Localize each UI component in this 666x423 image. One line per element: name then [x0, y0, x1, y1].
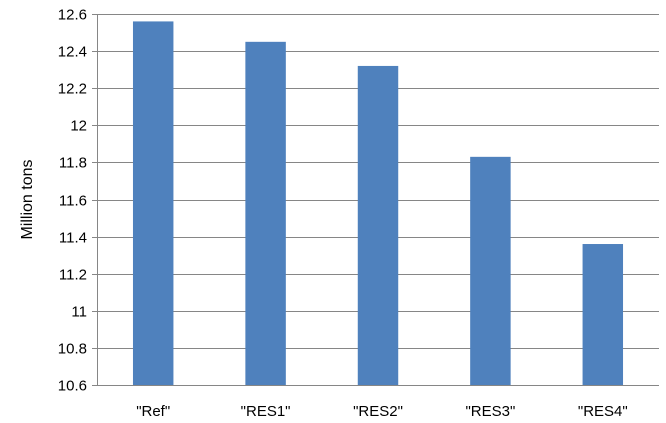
- x-tick-labels: "Ref" "RES1" "RES2" "RES3" "RES4": [136, 403, 628, 420]
- bar-3: [470, 156, 511, 385]
- y-tick-label: 11.2: [59, 267, 87, 284]
- bar-1: [245, 41, 286, 385]
- y-tick-label: 11.4: [59, 230, 87, 247]
- axes: [92, 14, 659, 386]
- y-tick-label: 12: [70, 118, 87, 135]
- y-tick-label: 10.6: [58, 378, 87, 395]
- x-tick-label: "Ref": [136, 403, 170, 420]
- y-tick-labels: 10.6 10.8 11 11.2 11.4 11.6 11.8 12 12.2 12.4 12.6: [58, 7, 87, 395]
- bars: [132, 21, 624, 385]
- y-tick-label: 11: [71, 304, 87, 321]
- y-tick-label: 12.2: [58, 81, 87, 98]
- y-axis-title: Million tons: [19, 159, 36, 239]
- y-tick-label: 10.8: [58, 341, 87, 358]
- bar-2: [357, 65, 399, 385]
- y-tick-label: 11.8: [59, 155, 87, 172]
- x-tick-label: "RES3": [465, 403, 515, 420]
- bar-4: [582, 244, 624, 385]
- bar-0: [132, 21, 174, 385]
- x-tick-label: "RES1": [241, 403, 291, 420]
- x-tick-label: "RES4": [578, 403, 628, 420]
- y-tick-label: 12.6: [58, 7, 87, 24]
- y-tick-label: 11.6: [59, 193, 87, 210]
- x-tick-label: "RES2": [353, 403, 403, 420]
- y-tick-label: 12.4: [58, 44, 87, 61]
